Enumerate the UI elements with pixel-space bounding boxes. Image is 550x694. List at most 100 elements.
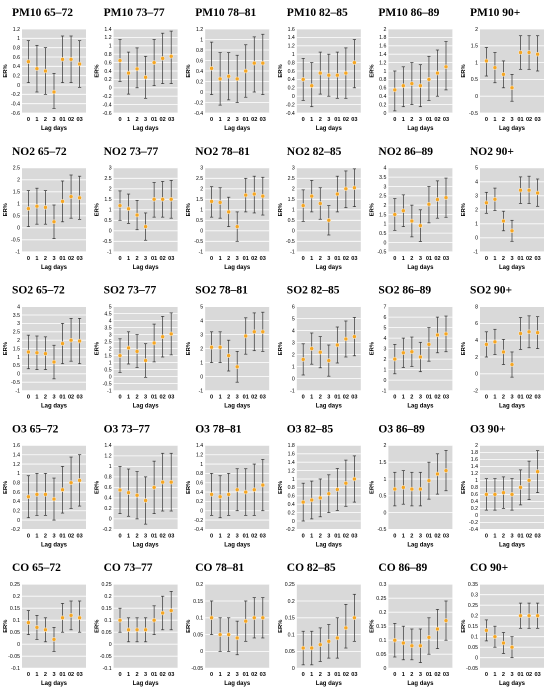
point-estimate bbox=[526, 478, 532, 483]
x-tick-label: 1 bbox=[402, 395, 405, 401]
x-tick-label: 0 bbox=[393, 256, 396, 262]
point-estimate bbox=[168, 331, 174, 337]
y-tick-label: 0.3 bbox=[379, 582, 386, 588]
y-tick-label: 2 bbox=[17, 178, 20, 184]
y-tick-label: 4 bbox=[17, 304, 20, 310]
point-estimate bbox=[518, 331, 523, 336]
y-tick-label: -0.1 bbox=[11, 666, 20, 672]
panel-title: NO2 65–72 bbox=[12, 146, 67, 158]
y-tick-label: 0.6 bbox=[471, 492, 478, 498]
point-estimate bbox=[260, 615, 265, 620]
x-tick-label: 03 bbox=[534, 395, 540, 401]
y-tick-label: 1.4 bbox=[13, 453, 20, 459]
x-tick-label: 2 bbox=[227, 256, 230, 262]
x-tick-label: 0 bbox=[302, 395, 305, 401]
x-tick-label: 2 bbox=[227, 117, 230, 123]
x-tick-label: 03 bbox=[76, 395, 82, 401]
y-tick-label: -0.2 bbox=[194, 518, 203, 524]
x-tick-label: 01 bbox=[517, 672, 523, 678]
plot-area bbox=[22, 584, 86, 669]
x-tick-label: 1 bbox=[493, 672, 496, 678]
point-estimate bbox=[77, 478, 82, 483]
point-estimate bbox=[352, 185, 357, 190]
y-tick-label: -1 bbox=[382, 388, 387, 394]
point-estimate bbox=[492, 492, 498, 497]
point-estimate bbox=[260, 193, 265, 199]
x-tick-label: 0 bbox=[302, 672, 305, 678]
y-tick-label: 0.4 bbox=[13, 499, 20, 505]
y-tick-label: 0.4 bbox=[379, 94, 386, 100]
y-tick-label: 3 bbox=[384, 184, 387, 190]
x-tick-label: 0 bbox=[393, 672, 396, 678]
y-tick-label: 2 bbox=[475, 355, 478, 361]
x-tick-label: 2 bbox=[410, 672, 413, 678]
point-estimate bbox=[60, 57, 65, 62]
point-estimate bbox=[143, 498, 148, 503]
x-tick-label: 2 bbox=[410, 395, 413, 401]
point-estimate bbox=[209, 199, 214, 204]
point-estimate bbox=[409, 349, 415, 354]
x-axis-label: Lag days bbox=[224, 404, 251, 410]
y-axis-label: ER% bbox=[369, 64, 375, 77]
point-estimate bbox=[151, 340, 157, 346]
y-tick-label: 1.2 bbox=[104, 454, 111, 460]
x-tick-label: 2 bbox=[227, 672, 230, 678]
panel-title: O3 78–81 bbox=[195, 423, 242, 435]
x-tick-label: 3 bbox=[327, 117, 330, 123]
point-estimate bbox=[209, 492, 214, 497]
y-tick-label: 2.5 bbox=[196, 176, 203, 182]
panel-title: PM10 73–77 bbox=[104, 7, 165, 19]
x-tick-label: 0 bbox=[485, 256, 488, 262]
x-tick-label: 03 bbox=[76, 533, 82, 539]
point-estimate bbox=[501, 490, 506, 495]
y-tick-label: 1 bbox=[292, 477, 295, 483]
x-tick-label: 01 bbox=[243, 672, 249, 678]
x-tick-label: 1 bbox=[127, 395, 130, 401]
y-tick-label: 0.2 bbox=[471, 506, 478, 512]
point-estimate bbox=[318, 350, 323, 355]
x-axis-label: Lag days bbox=[133, 542, 160, 548]
x-tick-label: 03 bbox=[168, 533, 174, 539]
x-tick-label: 03 bbox=[534, 117, 540, 123]
y-tick-label: 1.8 bbox=[471, 450, 478, 456]
y-tick-label: 0.2 bbox=[379, 610, 386, 616]
point-estimate bbox=[443, 195, 449, 200]
x-tick-label: 0 bbox=[485, 672, 488, 678]
x-tick-label: 1 bbox=[35, 256, 38, 262]
y-tick-label: 0 bbox=[109, 517, 112, 523]
y-axis-label: ER% bbox=[3, 342, 9, 355]
point-estimate bbox=[126, 70, 131, 76]
x-tick-label: 2 bbox=[502, 395, 505, 401]
y-tick-label: 1.2 bbox=[379, 60, 386, 66]
x-tick-label: 03 bbox=[351, 395, 357, 401]
x-tick-label: 2 bbox=[44, 533, 47, 539]
y-tick-label: 0.15 bbox=[10, 606, 20, 612]
point-estimate bbox=[77, 61, 82, 67]
y-tick-label: 0.2 bbox=[104, 506, 111, 512]
x-axis-label: Lag days bbox=[499, 681, 526, 687]
panel-title: CO 65–72 bbox=[12, 562, 61, 574]
point-estimate bbox=[301, 357, 306, 362]
point-estimate bbox=[134, 493, 140, 498]
y-tick-label: 4 bbox=[292, 328, 295, 334]
x-tick-label: 03 bbox=[351, 117, 357, 123]
y-tick-label: 1 bbox=[17, 36, 20, 42]
y-tick-label: 1.4 bbox=[196, 443, 203, 449]
y-tick-label: 1 bbox=[109, 208, 112, 214]
x-tick-label: 1 bbox=[493, 117, 496, 123]
x-tick-label: 02 bbox=[251, 533, 257, 539]
point-estimate bbox=[151, 60, 157, 65]
x-axis-label: Lag days bbox=[224, 542, 251, 548]
x-tick-label: 0 bbox=[118, 672, 121, 678]
point-estimate bbox=[401, 485, 406, 490]
y-tick-label: 1.4 bbox=[104, 443, 111, 449]
x-tick-label: 0 bbox=[393, 117, 396, 123]
point-estimate bbox=[352, 615, 357, 620]
y-tick-label: 1.5 bbox=[471, 44, 478, 50]
y-tick-label: 3 bbox=[475, 194, 478, 200]
y-tick-label: 1.2 bbox=[13, 27, 20, 33]
x-tick-label: 02 bbox=[343, 533, 349, 539]
x-tick-label: 0 bbox=[118, 395, 121, 401]
